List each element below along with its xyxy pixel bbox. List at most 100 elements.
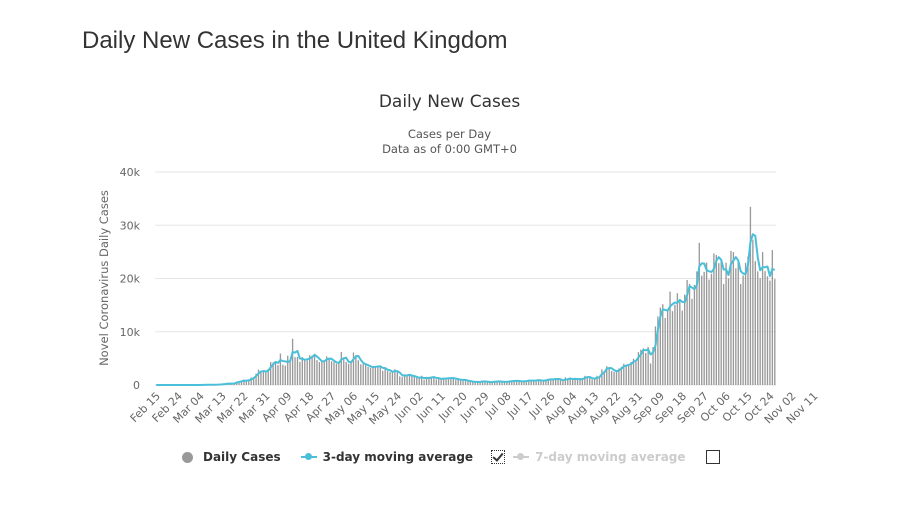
bar xyxy=(540,380,542,385)
bar xyxy=(708,279,710,385)
bar xyxy=(535,380,537,385)
bar xyxy=(459,379,462,385)
bar xyxy=(671,311,674,385)
bar xyxy=(771,250,774,385)
bar xyxy=(652,347,654,385)
bar xyxy=(686,279,688,385)
circle-marker-icon xyxy=(182,451,193,463)
bar xyxy=(506,381,508,385)
bar xyxy=(649,363,652,385)
bar xyxy=(384,367,386,385)
bar xyxy=(627,364,630,385)
bar xyxy=(416,377,418,385)
bar xyxy=(703,271,705,385)
legend-item-3-day-average[interactable]: 3-day moving average xyxy=(300,450,474,464)
bar xyxy=(330,361,333,385)
y-tick-label: 30k xyxy=(120,219,141,232)
bar xyxy=(494,381,496,385)
bar xyxy=(250,377,252,385)
bar xyxy=(688,283,691,385)
bar xyxy=(345,361,347,385)
legend-item-daily-cases[interactable]: Daily Cases xyxy=(182,450,281,464)
bar xyxy=(447,378,450,385)
bar xyxy=(425,378,428,385)
checkbox-7-day-average[interactable] xyxy=(705,450,720,464)
bar xyxy=(684,294,686,385)
legend-label-3-day-average: 3-day moving average xyxy=(322,450,474,464)
bar xyxy=(245,381,247,385)
bar xyxy=(732,252,735,385)
bar xyxy=(243,379,245,385)
bar xyxy=(559,380,562,385)
legend-label-7-day-average: 7-day moving average xyxy=(535,450,686,464)
bar xyxy=(457,379,459,385)
bar xyxy=(508,380,511,385)
bar xyxy=(357,360,360,385)
bar xyxy=(574,378,576,385)
bar xyxy=(625,366,627,385)
bar xyxy=(399,376,401,385)
bar xyxy=(489,382,491,385)
bar xyxy=(579,379,581,385)
bar xyxy=(766,276,769,385)
bar xyxy=(296,356,299,385)
bar xyxy=(287,355,289,385)
bar xyxy=(367,366,369,385)
bar xyxy=(620,366,623,385)
bar xyxy=(308,355,311,385)
bar xyxy=(518,381,520,385)
bar xyxy=(645,352,647,385)
bar xyxy=(313,353,316,385)
bar xyxy=(545,379,547,385)
bar xyxy=(698,242,700,385)
bar xyxy=(640,349,642,385)
bar xyxy=(608,367,610,385)
bar xyxy=(423,379,425,385)
bar xyxy=(299,361,301,385)
bar xyxy=(513,380,515,385)
bar xyxy=(744,262,747,385)
bar xyxy=(701,275,703,385)
bar xyxy=(737,260,739,385)
checkbox-3-day-average[interactable] xyxy=(491,450,506,464)
bar xyxy=(289,361,291,385)
bar xyxy=(411,376,413,385)
bar xyxy=(569,378,571,385)
bar xyxy=(679,301,681,385)
bar xyxy=(394,369,396,385)
bar xyxy=(581,378,584,385)
bar xyxy=(567,379,569,385)
bar xyxy=(696,271,698,385)
bar xyxy=(291,338,294,385)
bar xyxy=(479,381,481,385)
bar xyxy=(326,356,328,385)
bar xyxy=(742,275,744,385)
bar xyxy=(725,262,727,385)
bar xyxy=(630,361,632,385)
bar xyxy=(637,352,640,385)
bar xyxy=(657,316,659,385)
bar xyxy=(769,280,771,385)
bar xyxy=(674,304,676,385)
bar xyxy=(240,381,243,385)
bar xyxy=(282,364,284,385)
bar xyxy=(433,376,435,385)
bar xyxy=(759,278,761,385)
bar xyxy=(389,372,391,385)
bar xyxy=(523,380,525,385)
bar xyxy=(718,263,720,385)
bar xyxy=(562,381,564,385)
legend-item-7-day-average[interactable]: 7-day moving average xyxy=(513,450,686,464)
bar xyxy=(596,375,598,385)
bar xyxy=(576,379,579,385)
bar xyxy=(715,255,718,385)
bar xyxy=(450,378,452,385)
bar xyxy=(550,379,552,385)
bar xyxy=(420,375,423,385)
bar xyxy=(584,375,586,385)
bar xyxy=(301,357,304,385)
bar xyxy=(710,273,713,385)
bar xyxy=(589,378,591,385)
